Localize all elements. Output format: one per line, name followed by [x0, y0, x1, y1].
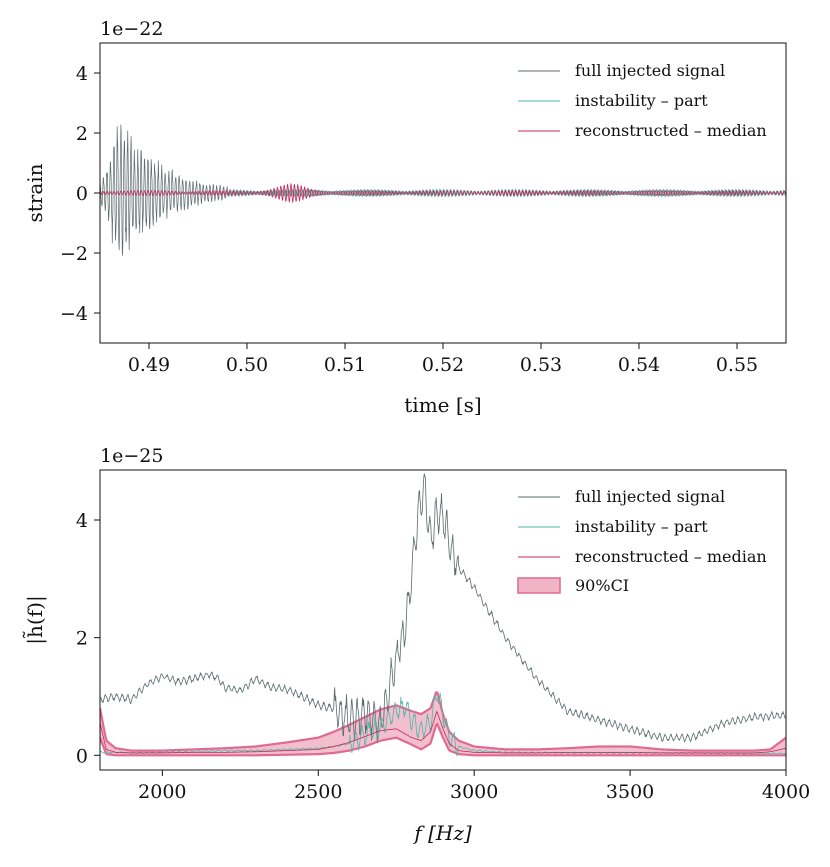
- time-series-group: [100, 124, 786, 256]
- bottom-y-ticks: 0 2 4: [76, 510, 100, 767]
- top-y-tick-label: 0: [76, 183, 88, 205]
- spectrum-line-full-injected-signal: [100, 473, 786, 743]
- bottom-y-tick-label: 0: [76, 745, 88, 767]
- bottom-y-tick-label: 2: [76, 628, 88, 650]
- bottom-legend-label-instability: instability – part: [575, 517, 708, 536]
- bottom-x-tick-label: 2000: [138, 781, 186, 803]
- top-x-axis-label: time [s]: [404, 393, 481, 417]
- top-offset-label: 1e−22: [100, 18, 163, 40]
- ci-band-upper-edge: [100, 691, 786, 752]
- top-x-ticks: 0.49 0.50 0.51 0.52 0.53 0.54 0.55: [128, 343, 758, 376]
- bottom-x-tick-label: 3000: [450, 781, 498, 803]
- top-x-tick-label: 0.55: [716, 354, 758, 376]
- top-y-axis-label: strain: [23, 163, 47, 222]
- spectrum-line-instability-part: [100, 692, 786, 757]
- top-y-tick-label: −2: [60, 243, 88, 265]
- spectrum-line-reconstructed-median: [100, 710, 786, 754]
- bottom-y-tick-label: 4: [76, 510, 88, 532]
- ci-band: [100, 692, 786, 756]
- frequency-domain-chart: 2000 2500 3000 3500 4000 0 2 4 1e−25 f [Hz] |h…: [23, 445, 811, 845]
- top-legend: full injected signal instability – part …: [518, 61, 767, 140]
- top-legend-label-full: full injected signal: [575, 61, 725, 80]
- time-domain-chart: 0.49 0.50 0.51 0.52 0.53 0.54 0.55 −4 −2 0 2 4 1e−…: [23, 18, 787, 417]
- bottom-legend: full injected signal instability – part …: [517, 487, 767, 595]
- frequency-series-group: [100, 473, 786, 757]
- bottom-legend-label-full: full injected signal: [575, 487, 725, 506]
- top-x-tick-label: 0.51: [324, 354, 366, 376]
- series-line-instability-part: [100, 188, 786, 198]
- bottom-x-tick-label: 3500: [606, 781, 654, 803]
- bottom-legend-swatch-ci: [517, 577, 561, 594]
- top-y-ticks: −4 −2 0 2 4: [60, 63, 100, 325]
- bottom-x-tick-label: 2500: [294, 781, 342, 803]
- bottom-x-axis-label: f [Hz]: [412, 821, 472, 845]
- bottom-legend-label-ci: 90%CI: [575, 576, 629, 595]
- top-y-tick-label: 4: [76, 63, 88, 85]
- bottom-y-axis-label: |h̃(f)|: [23, 595, 48, 644]
- series-line-reconstructed-median: [100, 182, 786, 204]
- top-x-tick-label: 0.54: [618, 354, 660, 376]
- top-y-tick-label: −4: [60, 303, 88, 325]
- bottom-x-ticks: 2000 2500 3000 3500 4000: [138, 770, 810, 803]
- top-x-tick-label: 0.52: [422, 354, 464, 376]
- top-legend-label-median: reconstructed – median: [575, 121, 767, 140]
- bottom-offset-label: 1e−25: [100, 445, 163, 467]
- ci-band-lower-edge: [100, 722, 786, 757]
- top-x-tick-label: 0.50: [226, 354, 268, 376]
- top-x-tick-label: 0.53: [520, 354, 562, 376]
- top-legend-label-instability: instability – part: [575, 91, 708, 110]
- bottom-legend-label-median: reconstructed – median: [575, 547, 767, 566]
- bottom-axes-frame: [99, 469, 787, 771]
- top-x-tick-label: 0.49: [128, 354, 170, 376]
- bottom-x-tick-label: 4000: [762, 781, 810, 803]
- top-y-tick-label: 2: [76, 123, 88, 145]
